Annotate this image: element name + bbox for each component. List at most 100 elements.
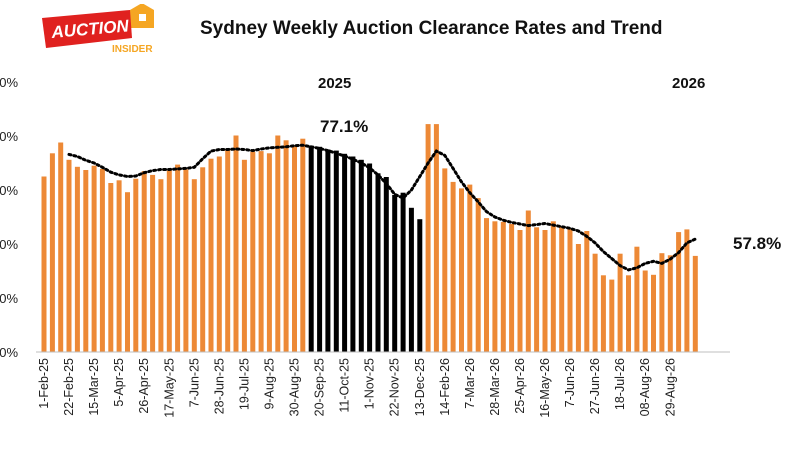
- bar: [41, 176, 47, 352]
- bar: [133, 178, 139, 352]
- bar: [450, 181, 456, 352]
- bar: [684, 229, 690, 352]
- bar: [225, 149, 231, 352]
- year-label-2026: 2026: [672, 75, 705, 92]
- bar: [592, 253, 598, 352]
- year-label-2025: 2025: [318, 75, 351, 92]
- bar: [367, 163, 373, 352]
- bar: [642, 270, 648, 352]
- bar: [467, 184, 473, 352]
- x-tick-label: 5-Apr-25: [112, 358, 126, 407]
- bar: [408, 207, 414, 352]
- bar: [417, 219, 423, 352]
- bar: [400, 192, 406, 352]
- bar: [676, 232, 682, 352]
- trend-line: [67, 143, 697, 272]
- chart-title: Sydney Weekly Auction Clearance Rates an…: [200, 18, 663, 39]
- logo-sub-text: INSIDER: [112, 44, 153, 54]
- x-tick-label: 08-Aug-26: [638, 358, 652, 416]
- bar: [542, 230, 548, 352]
- bar: [175, 164, 181, 352]
- bar: [58, 142, 64, 352]
- x-tick-label: 19-Jul-25: [237, 358, 251, 410]
- y-tick-label: 60%: [0, 237, 18, 252]
- bar: [433, 124, 439, 352]
- bar: [584, 231, 590, 352]
- bar: [83, 170, 89, 352]
- bar: [208, 158, 214, 352]
- x-tick-label: 15-Mar-25: [87, 358, 101, 416]
- y-tick-label: 70%: [0, 183, 18, 198]
- bar: [659, 253, 665, 352]
- bar: [342, 153, 348, 352]
- x-tick-label: 1-Feb-25: [37, 358, 51, 409]
- bar: [266, 153, 272, 352]
- x-tick-label: 1-Nov-25: [363, 358, 377, 409]
- bar: [442, 168, 448, 352]
- bar: [459, 188, 464, 352]
- bar: [241, 159, 247, 352]
- bar: [74, 166, 80, 352]
- x-tick-label: 13-Dec-25: [413, 358, 427, 416]
- bar: [550, 221, 556, 352]
- y-axis-ticks: 40% 50% 60% 70% 80% 90%: [0, 75, 18, 360]
- bar: [525, 210, 531, 352]
- bar: [383, 177, 389, 352]
- bar: [575, 244, 581, 352]
- x-tick-label: 11-Oct-25: [338, 358, 352, 413]
- x-tick-label: 7-Mar-26: [463, 358, 477, 409]
- x-tick-label: 7-Jun-25: [187, 358, 201, 407]
- bar: [233, 135, 239, 352]
- x-tick-label: 18-Jul-26: [613, 358, 627, 410]
- bar: [66, 159, 72, 352]
- bar: [108, 183, 114, 352]
- bar: [375, 173, 381, 352]
- bar: [275, 135, 281, 352]
- bar: [667, 255, 673, 352]
- bar: [509, 224, 515, 352]
- x-tick-label: 29-Aug-26: [663, 358, 677, 416]
- bar: [283, 140, 289, 352]
- bar: [91, 165, 97, 352]
- bar: [300, 138, 306, 352]
- y-tick-label: 40%: [0, 345, 18, 360]
- bar: [200, 167, 206, 352]
- bar: [358, 159, 364, 352]
- x-tick-label: 9-Aug-25: [262, 358, 276, 409]
- bar: [308, 145, 314, 352]
- bar-series: [41, 124, 698, 352]
- bar: [534, 227, 540, 352]
- bar: [651, 274, 656, 352]
- bar: [125, 192, 130, 352]
- bar: [609, 279, 615, 352]
- bar: [116, 180, 122, 352]
- bar: [484, 218, 489, 352]
- bar: [166, 170, 172, 352]
- bar: [250, 151, 256, 352]
- logo-red-banner: [42, 10, 132, 48]
- bar: [492, 221, 498, 352]
- trend-series: [67, 143, 697, 272]
- bar: [425, 124, 431, 352]
- y-tick-label: 80%: [0, 129, 18, 144]
- x-tick-label: 14-Feb-26: [438, 358, 452, 416]
- y-tick-label: 50%: [0, 291, 18, 306]
- bar: [692, 255, 698, 352]
- callout-end: 57.8%: [733, 234, 781, 253]
- callout-peak: 77.1%: [320, 117, 368, 136]
- bar: [392, 194, 398, 352]
- bar: [99, 168, 105, 352]
- x-tick-label: 30-Aug-25: [288, 358, 302, 416]
- bar: [158, 179, 164, 352]
- bar: [141, 171, 147, 352]
- bar: [500, 221, 506, 352]
- auction-insider-logo: AUCTION INSIDER: [42, 4, 154, 54]
- bar: [183, 169, 189, 352]
- bar: [216, 156, 222, 352]
- x-tick-label: 27-Jun-26: [588, 358, 602, 414]
- bar: [517, 230, 523, 352]
- x-axis-ticks: 1-Feb-25 22-Feb-25 15-Mar-25 5-Apr-25 26-Apr…: [37, 358, 677, 418]
- bar: [600, 275, 606, 352]
- bar: [475, 198, 481, 352]
- bar: [350, 156, 356, 352]
